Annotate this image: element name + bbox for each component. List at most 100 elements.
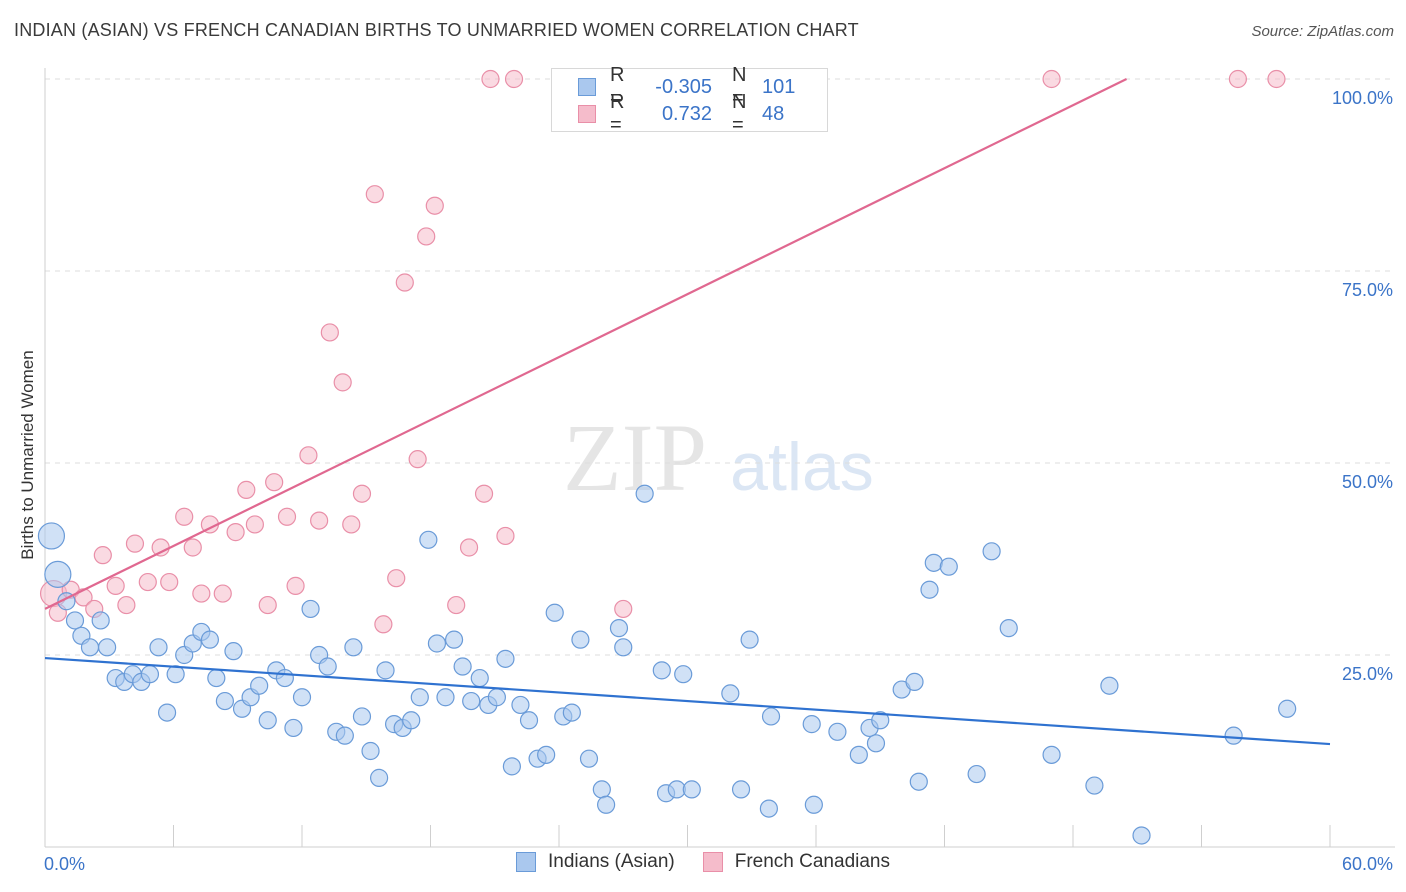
- french-point: [138, 572, 157, 592]
- indians-point: [258, 711, 277, 730]
- indians-point: [1100, 676, 1119, 695]
- indians-point: [682, 780, 701, 799]
- indians-point: [804, 795, 823, 814]
- french-point: [425, 196, 444, 215]
- indians-point: [597, 795, 616, 814]
- french-point: [333, 373, 352, 392]
- indians-point: [1224, 726, 1243, 745]
- indians-point: [740, 630, 759, 649]
- stats-legend: R = -0.305 N = 101 R = 0.732 N = 48: [551, 64, 828, 136]
- indians-point: [149, 638, 168, 657]
- indians-point: [635, 484, 654, 503]
- watermark: ZIP atlas: [563, 404, 874, 511]
- french-point: [175, 507, 194, 526]
- indians-point: [444, 630, 464, 649]
- french-point: [342, 515, 361, 534]
- indians-point: [157, 703, 177, 722]
- french-point: [192, 584, 211, 603]
- y-tick-label: 25.0%: [1342, 664, 1393, 684]
- indians-point: [344, 638, 363, 657]
- indians-point: [207, 668, 226, 688]
- indians-point: [361, 741, 380, 761]
- french-point: [117, 595, 136, 615]
- y-tick-label: 100.0%: [1332, 88, 1393, 108]
- legend-item-indians: Indians (Asian): [516, 851, 675, 873]
- indians-point: [140, 665, 160, 684]
- french-point: [183, 538, 202, 557]
- legend-row-french: R = 0.732 N = 48: [552, 91, 785, 136]
- indians-point: [250, 676, 269, 695]
- indians-point: [91, 611, 110, 630]
- french-point: [474, 484, 494, 503]
- indians-point: [511, 695, 530, 715]
- watermark-atlas: atlas: [730, 429, 874, 505]
- legend-label-indians: Indians (Asian): [548, 851, 675, 872]
- indians-point: [470, 668, 489, 688]
- indians-point: [866, 734, 886, 753]
- legend-n-label: N =: [732, 64, 747, 109]
- indians-point: [982, 542, 1001, 561]
- indians-point: [275, 668, 294, 688]
- indians-point: [761, 707, 781, 726]
- indians-point: [1278, 699, 1297, 718]
- indians-point: [98, 638, 117, 657]
- indians-point: [1085, 776, 1104, 795]
- french-point: [417, 227, 436, 246]
- x-tick-label: 60.0%: [1342, 854, 1393, 874]
- indians-point: [802, 715, 821, 734]
- indians-point: [592, 780, 611, 799]
- legend-r-label: R =: [610, 64, 625, 109]
- french-point: [237, 480, 256, 499]
- french-point: [226, 523, 245, 542]
- indians-point: [579, 749, 599, 768]
- legend-r-label: R =: [610, 91, 625, 136]
- french-trend-line: [44, 78, 1128, 610]
- indians-point: [967, 764, 986, 784]
- legend-swatch-blue: [578, 78, 596, 96]
- watermark-zip: ZIP: [563, 404, 707, 511]
- indians-point: [537, 745, 556, 764]
- french-point: [277, 507, 297, 526]
- indians-point: [909, 772, 928, 791]
- french-point: [481, 69, 500, 89]
- french-point: [504, 69, 524, 89]
- indians-point: [215, 691, 234, 711]
- indians-point: [224, 642, 243, 661]
- french-point: [365, 185, 384, 204]
- indians-point: [721, 684, 740, 703]
- y-tick-label: 75.0%: [1342, 280, 1393, 300]
- source-label: Source: ZipAtlas.com: [1251, 23, 1394, 40]
- indians-point: [292, 688, 312, 707]
- legend-swatch-pink: [578, 105, 596, 123]
- indians-point: [352, 707, 372, 726]
- indians-point: [674, 665, 693, 684]
- indians-point: [65, 611, 85, 630]
- french-point: [614, 599, 633, 619]
- indians-point: [1042, 745, 1061, 764]
- french-point: [93, 546, 112, 565]
- indians-point: [318, 657, 337, 676]
- legend-item-french: French Canadians: [702, 851, 890, 873]
- indians-point: [453, 657, 472, 676]
- french-point: [374, 615, 393, 634]
- french-point: [106, 576, 125, 595]
- x-tick-label: 0.0%: [44, 854, 85, 874]
- y-tick-label: 50.0%: [1342, 472, 1393, 492]
- series-legend: Indians (Asian) French Canadians: [0, 851, 1406, 873]
- french-point: [496, 526, 515, 546]
- indians-point: [80, 638, 100, 657]
- indians-point: [200, 630, 220, 649]
- indians-point: [1132, 826, 1151, 845]
- indians-point: [44, 560, 72, 588]
- french-point: [1228, 69, 1248, 89]
- french-point: [408, 450, 427, 469]
- indians-trend-line: [44, 656, 1331, 746]
- indians-point: [419, 530, 438, 549]
- indians-point: [427, 634, 447, 653]
- indians-point: [166, 665, 185, 684]
- legend-n-label: N =: [732, 91, 747, 136]
- legend-n-value: 48: [762, 102, 785, 125]
- indians-point: [436, 688, 455, 707]
- french-point: [245, 515, 264, 534]
